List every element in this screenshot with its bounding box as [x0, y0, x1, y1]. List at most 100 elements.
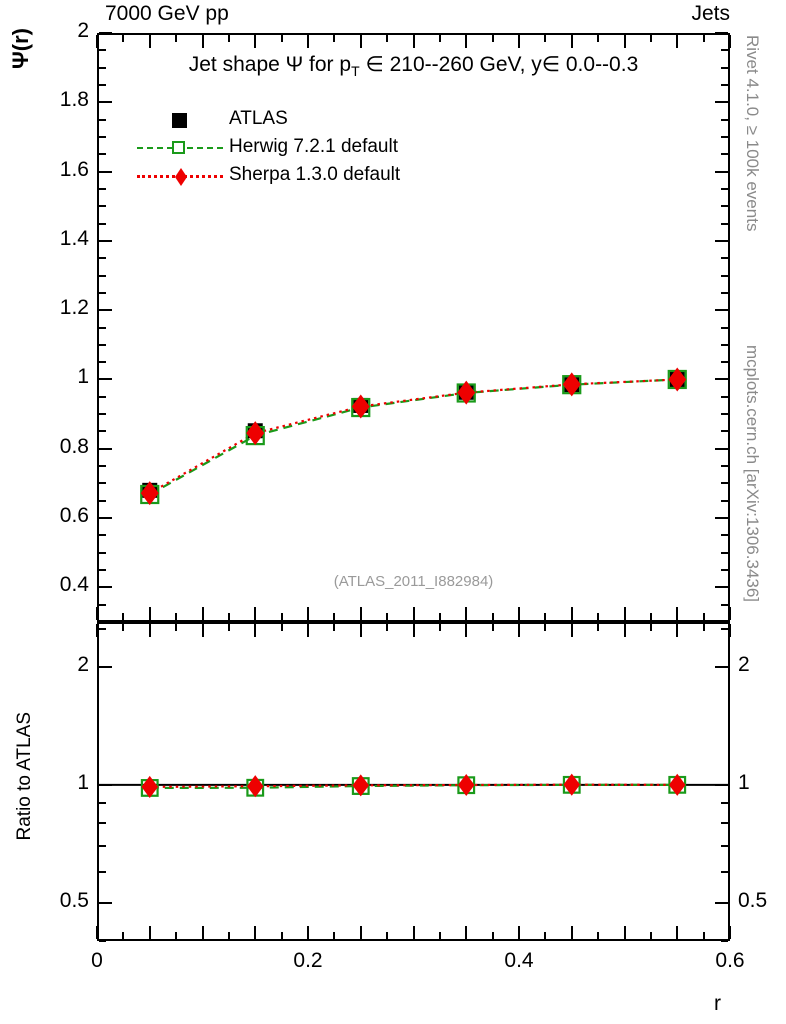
- ratio-x-tick-bottom: [676, 926, 679, 939]
- ratio-y-tick-label: 2: [77, 652, 89, 676]
- ratio-x-tick-bottom: [386, 932, 389, 939]
- main-y-tick-right: [715, 517, 728, 520]
- main-x-tick-bottom: [122, 613, 125, 620]
- ratio-x-tick-top: [359, 624, 362, 637]
- ratio-y-tick-label-right: 2: [738, 652, 750, 676]
- main-y-tick: [99, 586, 112, 589]
- ratio-x-tick-top: [96, 624, 98, 637]
- ratio-y-tick-right: [721, 801, 728, 804]
- main-y-tick-right: [721, 222, 728, 225]
- marker-filled-diamond: [457, 773, 475, 797]
- ratio-x-tick-top: [544, 624, 547, 631]
- main-y-tick-right: [721, 205, 728, 208]
- main-x-tick-bottom: [649, 613, 652, 620]
- main-x-tick-top: [597, 35, 600, 42]
- main-y-tick-right: [715, 586, 728, 589]
- main-y-tick-right: [715, 239, 728, 242]
- plot-title: Jet shape Ψ for pT ∈ 210--260 GeV, y∈ 0.…: [97, 52, 730, 79]
- main-x-tick-top: [544, 35, 547, 42]
- main-x-tick-top: [465, 35, 468, 48]
- marker-filled-diamond: [563, 773, 581, 796]
- main-y-tick: [99, 621, 106, 623]
- ratio-y-tick: [99, 665, 112, 668]
- main-y-tick-right: [721, 187, 728, 190]
- filled-square-icon: [172, 113, 187, 128]
- ratio-y-tick: [99, 627, 106, 630]
- x-axis-label: r: [714, 992, 721, 1015]
- main-y-tick: [99, 153, 106, 156]
- ratio-x-tick-bottom: [333, 932, 336, 939]
- main-x-tick-top: [649, 35, 652, 42]
- main-y-tick-right: [721, 66, 728, 69]
- main-x-tick-bottom: [491, 613, 494, 620]
- main-x-tick-top: [280, 35, 283, 42]
- x-tick-label: 0.4: [504, 949, 534, 972]
- marker-filled-diamond: [246, 421, 265, 446]
- main-y-tick: [99, 66, 106, 69]
- ratio-x-tick-bottom: [649, 932, 652, 939]
- main-x-tick-bottom: [544, 613, 547, 620]
- main-y-tick: [99, 326, 106, 329]
- beam-label: 7000 GeV pp: [105, 2, 229, 25]
- main-y-tick: [99, 135, 106, 138]
- main-y-tick-right: [715, 170, 728, 173]
- main-y-tick-right: [721, 135, 728, 138]
- marker-filled-diamond: [141, 775, 159, 798]
- main-y-tick-label: 0.6: [59, 504, 89, 528]
- main-y-tick: [99, 430, 106, 433]
- ratio-x-tick-bottom: [96, 926, 98, 939]
- ratio-x-tick-bottom: [465, 926, 468, 939]
- ratio-x-tick-top: [307, 624, 309, 637]
- ratio-y-tick: [99, 821, 106, 824]
- marker-filled-diamond: [668, 367, 687, 392]
- main-y-tick-label: 1.4: [59, 226, 89, 250]
- ratio-x-tick-bottom: [729, 926, 731, 939]
- main-y-tick: [99, 187, 106, 190]
- main-y-tick-right: [721, 569, 728, 572]
- main-y-tick-label: 2: [77, 19, 89, 42]
- ratio-y-tick: [99, 801, 106, 804]
- main-x-tick-bottom: [359, 607, 362, 620]
- ratio-y-tick-label-right: 1: [738, 770, 750, 794]
- legend-label-sherpa: Sherpa 1.3.0 default: [229, 164, 401, 185]
- ratio-y-tick-right: [721, 821, 728, 824]
- main-y-tick-right: [715, 32, 728, 34]
- main-x-tick-top: [702, 35, 705, 42]
- main-y-tick-label: 1.6: [59, 157, 89, 181]
- main-y-tick-right: [721, 83, 728, 86]
- ratio-x-tick-bottom: [412, 926, 415, 939]
- main-y-tick: [99, 291, 106, 294]
- main-x-tick-top: [359, 35, 362, 48]
- ratio-x-tick-bottom: [175, 932, 178, 939]
- main-line-sherpa: [149, 378, 678, 495]
- main-y-tick-right: [721, 413, 728, 416]
- main-y-tick-label: 0.8: [59, 434, 89, 458]
- main-y-tick-right: [715, 101, 728, 104]
- main-x-tick-bottom: [412, 607, 415, 620]
- main-y-tick: [99, 205, 106, 208]
- ratio-y-tick: [99, 940, 106, 942]
- main-y-tick: [99, 222, 106, 225]
- main-x-tick-bottom: [386, 613, 389, 620]
- ratio-x-tick-bottom: [491, 932, 494, 939]
- marker-filled-diamond: [668, 773, 686, 796]
- ratio-x-tick-bottom: [307, 926, 309, 939]
- main-y-tick-right: [715, 447, 728, 450]
- legend-label-atlas: ATLAS: [229, 108, 288, 129]
- main-y-tick-right: [721, 274, 728, 277]
- main-x-tick-bottom: [570, 607, 573, 620]
- x-tick-label: 0.6: [715, 949, 745, 972]
- pt-subscript: T: [351, 62, 360, 79]
- main-x-tick-top: [570, 35, 573, 48]
- main-x-tick-top: [122, 35, 125, 42]
- ratio-x-tick-top: [570, 624, 573, 637]
- main-y-tick: [99, 569, 106, 572]
- main-y-tick: [99, 257, 106, 260]
- main-y-tick-right: [721, 551, 728, 554]
- main-x-tick-top: [201, 35, 204, 48]
- main-x-tick-bottom: [518, 607, 520, 620]
